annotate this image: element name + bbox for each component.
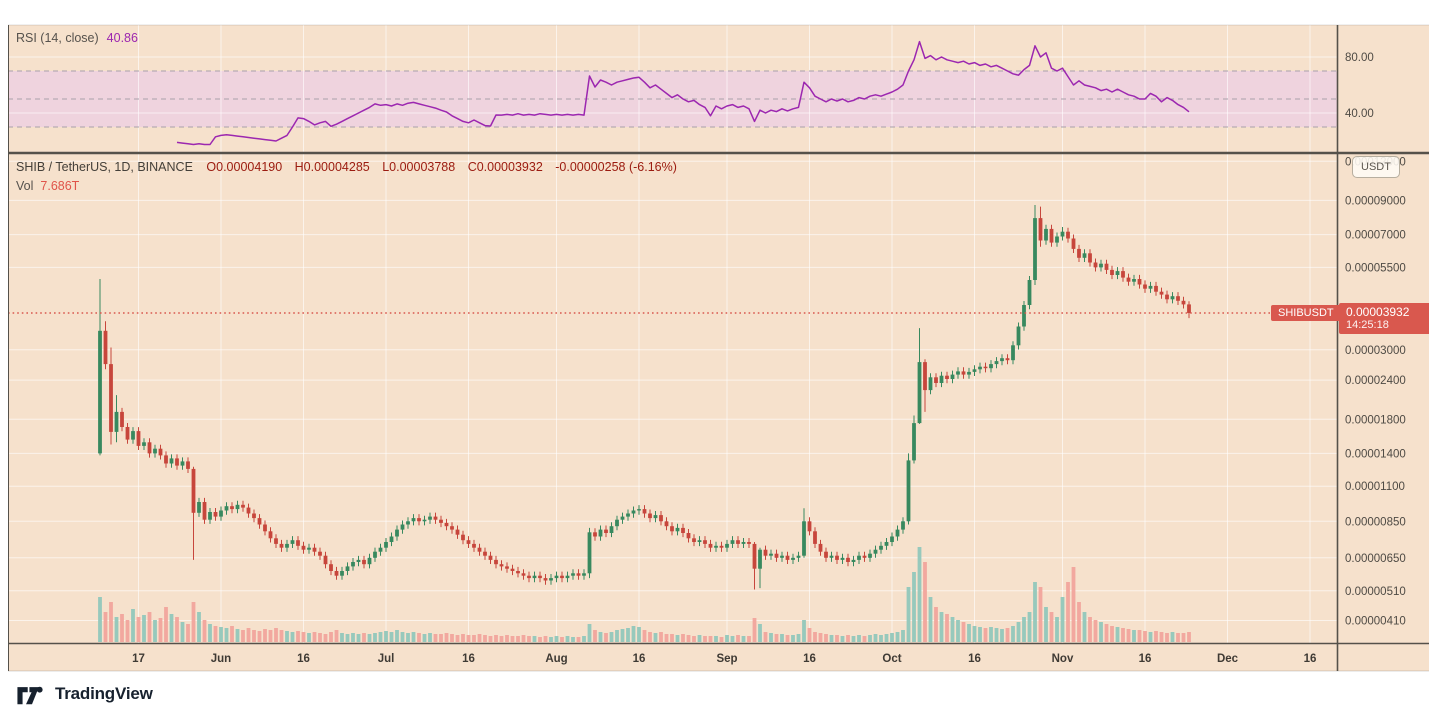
svg-text:Nov: Nov — [1052, 653, 1074, 665]
svg-text:Jul: Jul — [378, 653, 395, 665]
ohlc-close: C0.00003932 — [467, 160, 543, 174]
price-axis: 0.000120000.000090000.000070000.00005500… — [8, 156, 1406, 628]
rsi-axis: 80.00 40.00 — [8, 52, 1374, 128]
change-value: -0.00000258 (-6.16%) — [555, 160, 677, 174]
symbol-title: SHIB / TetherUS, 1D, BINANCE — [16, 160, 193, 174]
svg-text:80.00: 80.00 — [1345, 52, 1374, 64]
svg-text:40.00: 40.00 — [1345, 108, 1374, 120]
svg-text:16: 16 — [968, 653, 981, 665]
rsi-legend-label: RSI (14, close) — [16, 31, 99, 45]
svg-text:Dec: Dec — [1217, 653, 1239, 665]
symbol-legend[interactable]: SHIB / TetherUS, 1D, BINANCE O0.00004190… — [16, 160, 677, 174]
volume-label: Vol — [16, 179, 34, 193]
ohlc-low: L0.00003788 — [382, 160, 456, 174]
tradingview-brand-text: TradingView — [55, 684, 153, 703]
tradingview-brand[interactable]: TradingView — [16, 682, 153, 706]
ohlc-open: O0.00004190 — [206, 160, 283, 174]
svg-text:Oct: Oct — [882, 653, 901, 665]
time-axis: 17 Jun 16 Jul 16 Aug 16 Sep 16 Oct 16 Nov 16 Dec 16 — [132, 25, 1316, 665]
svg-text:16: 16 — [297, 653, 310, 665]
volume-value: 7.686T — [40, 179, 80, 193]
svg-text:17: 17 — [132, 653, 145, 665]
svg-text:0.00005500: 0.00005500 — [1345, 262, 1406, 274]
candle-countdown: 14:25:18 — [1346, 319, 1389, 331]
candlesticks — [98, 205, 1191, 590]
ohlc-high: H0.00004285 — [294, 160, 370, 174]
svg-text:0.00000850: 0.00000850 — [1345, 516, 1406, 528]
svg-text:Sep: Sep — [716, 653, 737, 665]
svg-text:0.00001400: 0.00001400 — [1345, 448, 1406, 460]
last-price-value: 0.00003932 — [1346, 305, 1410, 319]
svg-text:16: 16 — [1304, 653, 1317, 665]
svg-text:16: 16 — [1139, 653, 1152, 665]
svg-text:Aug: Aug — [545, 653, 567, 665]
svg-text:0.00001800: 0.00001800 — [1345, 414, 1406, 426]
svg-text:Jun: Jun — [211, 653, 231, 665]
last-price-tag[interactable]: 0.00003932 14:25:18 — [1339, 303, 1429, 334]
svg-text:16: 16 — [633, 653, 646, 665]
svg-text:0.00002400: 0.00002400 — [1345, 375, 1406, 387]
pane-frame — [8, 24, 1429, 672]
svg-text:16: 16 — [803, 653, 816, 665]
rsi-line — [176, 40, 1190, 146]
svg-text:0.00007000: 0.00007000 — [1345, 230, 1406, 242]
svg-text:0.00001100: 0.00001100 — [1345, 481, 1405, 493]
tradingview-logo-icon — [17, 686, 43, 705]
volume-bars — [98, 547, 1191, 642]
rsi-legend[interactable]: RSI (14, close) 40.86 — [16, 31, 138, 45]
rsi-value: 40.86 — [106, 31, 138, 45]
svg-text:16: 16 — [462, 653, 475, 665]
currency-toggle-button[interactable]: USDT — [1352, 156, 1400, 178]
svg-text:0.00009000: 0.00009000 — [1345, 195, 1406, 207]
svg-text:0.00003000: 0.00003000 — [1345, 345, 1406, 357]
volume-legend[interactable]: Vol 7.686T — [16, 179, 79, 193]
svg-text:0.00000510: 0.00000510 — [1345, 586, 1406, 598]
svg-text:0.00000410: 0.00000410 — [1345, 616, 1406, 628]
symbol-price-label[interactable]: SHIBUSDT — [1271, 305, 1341, 321]
svg-text:0.00000650: 0.00000650 — [1345, 553, 1406, 565]
